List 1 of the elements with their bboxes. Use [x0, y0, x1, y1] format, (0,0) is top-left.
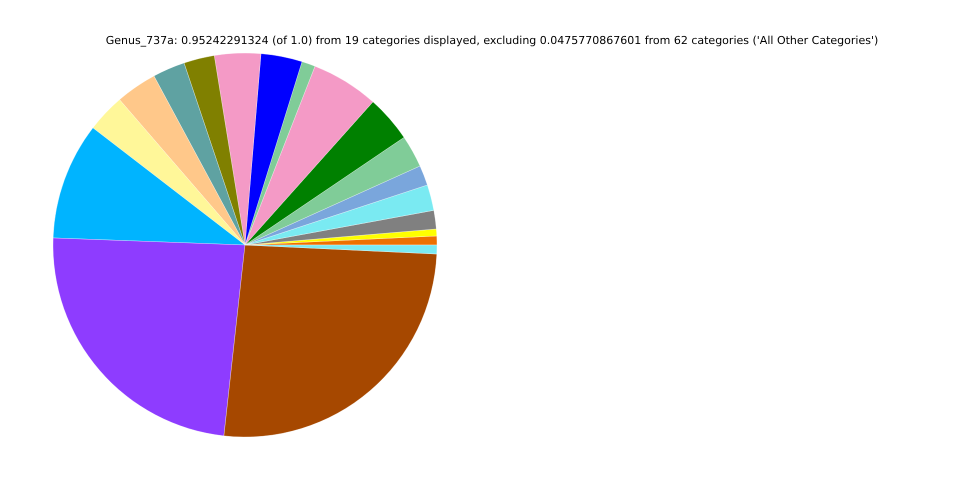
text: Genus_737a: 0.95242291324 (of 1.0) from 19 categories displayed, excluding 0.0475770867601 from 62 categories ('All Other Categories') [104, 34, 880, 47]
